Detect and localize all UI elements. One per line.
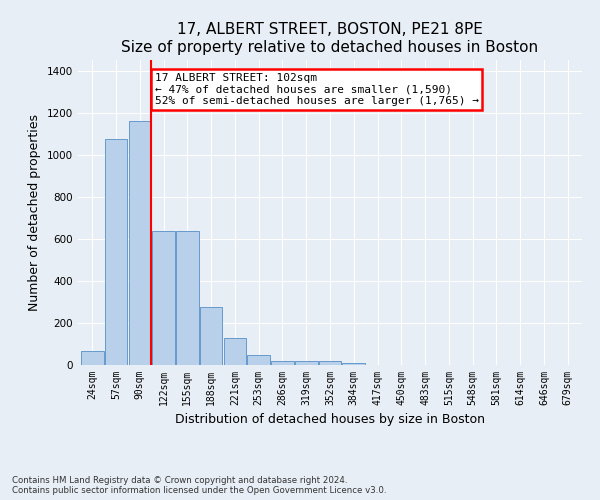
Bar <box>343 363 365 365</box>
Bar <box>224 338 246 365</box>
Bar <box>105 139 127 365</box>
Text: Contains HM Land Registry data © Crown copyright and database right 2024.
Contai: Contains HM Land Registry data © Crown c… <box>12 476 386 495</box>
Title: 17, ALBERT STREET, BOSTON, PE21 8PE
Size of property relative to detached houses: 17, ALBERT STREET, BOSTON, PE21 8PE Size… <box>121 22 539 54</box>
Bar <box>81 350 104 365</box>
Bar <box>176 232 199 365</box>
X-axis label: Distribution of detached houses by size in Boston: Distribution of detached houses by size … <box>175 414 485 426</box>
Bar <box>319 361 341 365</box>
Bar <box>247 355 270 365</box>
Bar <box>152 232 175 365</box>
Bar <box>128 121 151 365</box>
Bar <box>271 361 294 365</box>
Y-axis label: Number of detached properties: Number of detached properties <box>28 114 41 311</box>
Bar <box>295 361 317 365</box>
Text: 17 ALBERT STREET: 102sqm
← 47% of detached houses are smaller (1,590)
52% of sem: 17 ALBERT STREET: 102sqm ← 47% of detach… <box>155 72 479 106</box>
Bar <box>200 307 223 365</box>
